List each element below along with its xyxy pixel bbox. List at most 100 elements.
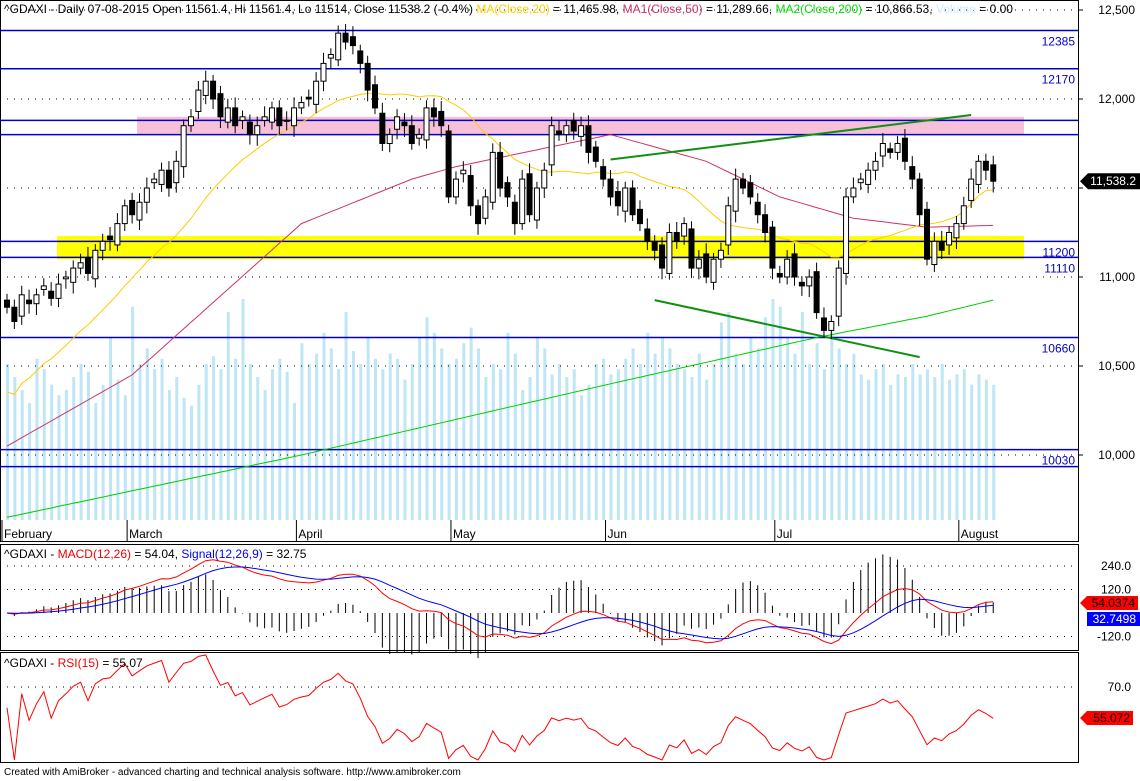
volume-bar [322, 332, 326, 520]
volume-bar [874, 369, 878, 520]
volume-bar [270, 369, 274, 520]
volume-bar [123, 395, 127, 520]
volume-bar [756, 348, 760, 520]
candle-up [732, 178, 739, 212]
volume-bar [418, 338, 422, 520]
candle-up [158, 169, 165, 185]
volume-bar [337, 369, 341, 520]
volume-bar [307, 364, 311, 520]
candle-up [960, 205, 967, 225]
candle-down [673, 232, 680, 242]
volume-bar [653, 353, 657, 520]
volume-bar [234, 358, 238, 520]
volume-bar [970, 384, 974, 520]
candle-up [261, 116, 268, 121]
volume-bar [896, 374, 900, 520]
rsi-symbol: ^GDAXI - [4, 656, 58, 670]
candle-up [622, 187, 629, 212]
candle-down [585, 125, 592, 153]
level-label: 10660 [1042, 342, 1076, 356]
candle-up [394, 116, 401, 130]
volume-bar [609, 374, 613, 520]
level-label: 11200 [1043, 245, 1076, 259]
level-label: 10030 [1042, 454, 1076, 468]
volume-bar [182, 397, 186, 520]
candle-up [806, 276, 813, 287]
candle-down [916, 178, 923, 216]
volume-bar [263, 390, 267, 520]
candle-up [327, 54, 334, 59]
candle-down [820, 317, 827, 331]
candle-down [349, 36, 356, 47]
volume-bar [646, 332, 650, 520]
candle-up [136, 201, 143, 221]
volume-bar [778, 306, 782, 520]
candle-up [533, 187, 540, 221]
candle-down [232, 107, 239, 127]
rsi-tick-label: 70.0 [1108, 680, 1132, 694]
candle-down [48, 290, 55, 299]
macd-tick-label: 120.0 [1101, 582, 1131, 596]
candle-up [33, 294, 40, 305]
rsi-label: RSI(15) [57, 656, 99, 670]
candle-down [379, 112, 386, 144]
candle-down [607, 178, 614, 198]
candle-up [725, 205, 732, 246]
ma1-label: MA1(Close,50) [622, 2, 703, 16]
candle-down [210, 80, 217, 100]
volume-bar [381, 369, 385, 520]
volume-bar [638, 364, 642, 520]
volume-bar [447, 364, 451, 520]
volume-label: Volume [935, 2, 976, 16]
candle-up [320, 62, 327, 82]
volume-bar [190, 405, 193, 520]
volume-bar [477, 348, 481, 520]
candle-down [526, 173, 533, 216]
volume-bar [462, 343, 466, 520]
volume-bar [771, 299, 775, 520]
volume-bar [661, 338, 665, 520]
candle-down [217, 93, 224, 118]
candle-down [813, 271, 820, 314]
candle-up [291, 107, 298, 127]
candle-down [747, 182, 754, 198]
volume-bar [528, 377, 532, 520]
level-label: 12385 [1042, 34, 1076, 48]
volume-bar [79, 364, 83, 520]
volume-bar [727, 312, 731, 520]
volume-bar [197, 384, 201, 520]
ma1-value: = 11,289.66, [702, 2, 776, 16]
volume-bar [20, 390, 24, 520]
macd-line [6, 559, 994, 645]
volume-bar [28, 403, 32, 520]
volume-bar [204, 364, 208, 520]
candle-down [246, 121, 253, 136]
volume-bar [109, 338, 113, 520]
volume-bar [800, 312, 804, 520]
volume-value: = 0.00 [975, 2, 1013, 16]
candle-down [651, 240, 658, 251]
volume-bar [388, 353, 392, 520]
candle-up [151, 178, 158, 184]
volume-bar [837, 348, 841, 520]
volume-bar [499, 369, 503, 520]
candle-down [887, 148, 894, 153]
candle-up [828, 321, 835, 331]
candle-up [92, 249, 99, 280]
candle-down [467, 175, 474, 207]
volume-bar [793, 353, 797, 520]
volume-bar [955, 374, 959, 520]
rsi-last-tag [1080, 711, 1133, 725]
candle-down [990, 164, 997, 182]
volume-bar [315, 353, 319, 520]
candle-up [173, 160, 180, 184]
volume-bar [226, 312, 230, 520]
volume-bar [602, 358, 606, 520]
candle-down [791, 253, 798, 278]
candle-up [681, 223, 688, 237]
volume-bar [484, 377, 488, 520]
volume-bar [852, 353, 856, 520]
symbol-info: ^GDAXI - Daily 07-08-2015 Open 11561.4, … [4, 2, 474, 16]
volume-bar [145, 348, 149, 520]
